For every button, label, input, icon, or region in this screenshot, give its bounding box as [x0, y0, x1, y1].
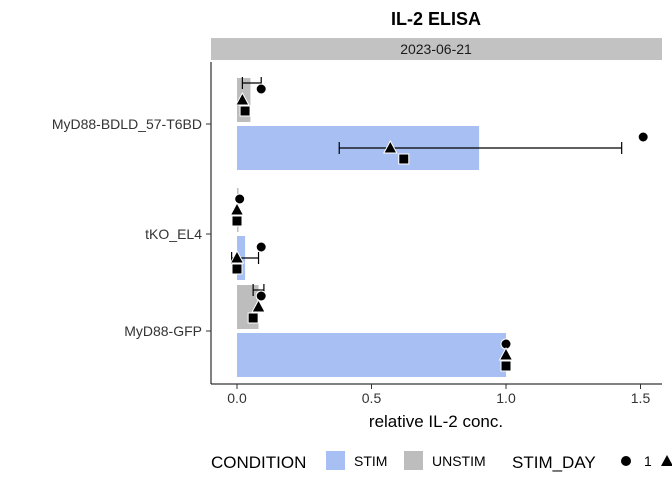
- point-stim-day2-0: [382, 139, 398, 154]
- legend-title-stim-day: STIM_DAY: [512, 453, 596, 472]
- points-layer: [229, 83, 649, 372]
- legend-label-unstim: UNSTIM: [432, 453, 486, 469]
- y-tick-label-0: MyD88-BDLD_57-T6BD: [52, 116, 202, 132]
- point-unstim-day2-1: [229, 201, 245, 216]
- x-tick-label-0: 0.0: [227, 390, 247, 406]
- point-stim-day3-0: [398, 153, 410, 165]
- legend-key-stim-day-1: [621, 456, 631, 466]
- point-stim-day2-2: [498, 346, 514, 361]
- errorbars-layer: [231, 77, 623, 296]
- point-unstim-day1-0: [255, 83, 267, 95]
- bar-stim-2: [237, 333, 506, 377]
- point-unstim-day2-0: [235, 91, 250, 106]
- x-tick-label-1: 0.5: [362, 390, 382, 406]
- legend-title-condition: CONDITION: [211, 453, 306, 472]
- y-tick-label-1: tKO_EL4: [145, 226, 202, 242]
- legend-label-stim-day-1: 1: [644, 453, 652, 469]
- point-unstim-day1-2: [255, 290, 267, 302]
- facet-strip-label: 2023-06-21: [400, 41, 472, 57]
- x-tick-label-2: 1.0: [496, 390, 516, 406]
- chart-title: IL-2 ELISA: [391, 9, 481, 29]
- point-unstim-day2-2: [251, 298, 266, 313]
- x-axis-title: relative IL-2 conc.: [369, 412, 503, 431]
- y-tick-label-2: MyD88-GFP: [124, 323, 202, 339]
- point-stim-day2-1: [229, 249, 245, 264]
- point-unstim-day1-1: [234, 193, 246, 205]
- x-ticks: 0.0 0.5 1.0 1.5: [227, 384, 650, 406]
- legend-key-unstim: [404, 451, 423, 470]
- point-unstim-day3-0: [239, 105, 251, 117]
- legend-key-stim-day-2-triangle: [661, 455, 672, 466]
- point-stim-day3-2: [500, 360, 512, 372]
- point-unstim-day3-2: [247, 312, 259, 324]
- bars-layer: [237, 78, 506, 377]
- y-ticks: MyD88-BDLD_57-T6BD tKO_EL4 MyD88-GFP: [52, 116, 211, 339]
- legend-key-stim: [326, 451, 345, 470]
- legend-label-stim: STIM: [354, 453, 387, 469]
- point-stim-day1-1: [255, 241, 267, 253]
- facet-strip: [211, 38, 662, 60]
- x-tick-label-3: 1.5: [631, 390, 651, 406]
- point-stim-day1-0: [637, 131, 649, 143]
- point-stim-day3-1: [231, 263, 243, 275]
- point-unstim-day3-1: [231, 215, 243, 227]
- legend: CONDITION STIM UNSTIM STIM_DAY 1: [211, 451, 672, 472]
